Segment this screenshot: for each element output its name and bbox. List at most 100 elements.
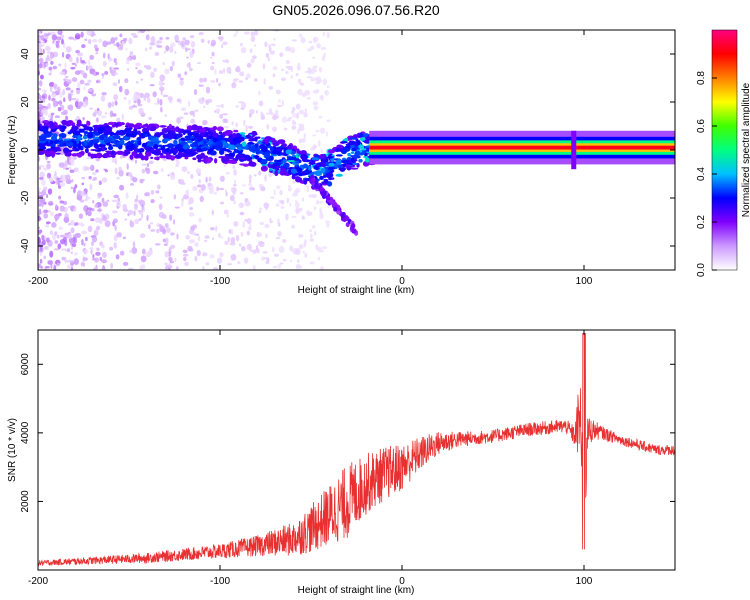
spectrogram-cell [174,257,177,263]
spectrogram-cell [182,37,186,41]
spectrogram-cell [87,79,92,84]
spectrogram-cell [210,227,215,231]
spectrogram-cell [233,78,239,81]
spectrogram-cell [98,38,103,43]
spectrogram-cell [141,168,146,174]
spectrogram-cell [183,112,189,115]
spectrogram-cell [264,41,268,48]
spectrogram-cell [129,154,134,160]
spectrogram-cell [214,144,221,148]
colorbar-tick-label: 0.0 [696,263,707,277]
spectrogram-cell [70,186,74,190]
y-tick-label: 6000 [20,353,31,376]
spectrogram-cell [315,200,320,205]
spectrogram-cell [107,145,114,151]
snr-series-line [38,333,675,567]
spectrogram-cell [164,138,171,142]
spectrogram-cell [45,151,50,156]
spectrogram-cell [71,97,77,101]
spectrogram-cell [70,251,73,255]
spectrogram-cell [38,215,41,222]
spectrogram-cell [197,98,203,103]
spectrogram-cell [201,127,206,133]
spectrogram-cell [80,70,85,76]
spectrogram-cell [38,176,44,180]
spectrogram-cell [39,258,43,264]
spectrogram-cell [310,77,316,82]
spectrogram-cell [87,210,92,217]
spectrogram-cell [119,33,123,38]
spectrogram-cell [164,251,170,258]
spectrogram-cell [184,135,191,140]
x-tick-label: 0 [399,576,405,587]
spectrogram-cell [116,130,120,133]
spectrogram-cell [299,123,305,127]
spectrogram-cell [51,34,58,41]
spectrogram-cell [254,155,259,160]
spectrogram-cell [159,196,163,199]
spectrogram-cell [112,113,117,117]
spectrogram-cell [237,261,241,265]
spectrogram-cell [70,246,74,250]
spectrogram-cell [294,160,300,164]
spectrogram-cell [78,130,85,133]
spectrogram-cell [130,32,137,36]
spectrogram-cell [218,131,223,135]
spectrogram-cell [274,170,279,177]
spectrogram-cell [48,177,54,183]
spectrogram-cell [233,33,237,37]
spectrogram-cell [319,175,324,181]
spectrogram-cell [122,236,126,239]
spectrogram-cell [196,184,202,188]
spectrogram-cell [84,38,88,41]
spectrogram-cell [180,40,185,48]
spectrogram-cell [179,79,184,86]
spectrogram-cell [238,101,244,104]
spectrogram-cell [116,176,120,180]
spectrogram-cell [215,225,218,232]
spectrogram-cell [216,78,219,83]
spectrogram-cell [211,61,215,65]
spectrogram-cell [96,247,100,251]
spectrogram-cell [221,44,224,49]
spectrogram-cell [59,181,66,187]
x-tick-label: 100 [576,276,593,287]
spectrogram-cell [226,66,232,74]
spectrogram-cell [57,144,66,147]
spectrogram-cell [275,146,282,152]
spectrogram-cell [231,133,237,138]
spectrogram-cell [321,246,328,250]
spectrogram-cell [223,164,227,167]
spectrogram-cell [248,183,253,187]
spectrogram-cell [139,152,143,159]
spectrogram-cell [119,155,123,160]
spectrogram-cell [150,189,155,195]
spectrogram-cell [207,182,212,187]
spectrogram-cell [198,31,204,36]
spectrogram-cell [39,252,43,257]
spectrogram-cell [134,159,138,164]
spectrogram-cell [146,163,150,168]
spectrogram-cell [93,44,98,49]
spectrogram-cell [229,242,236,246]
spectrogram-cell [118,85,123,93]
spectrogram-cell [300,37,306,44]
spectrogram-cell [48,94,51,101]
spectrogram-cell [153,151,162,156]
spectrogram-cell [189,35,195,39]
spectrogram-cell [167,174,170,177]
spectrogram-cell [46,57,53,61]
spectrogram-cell [73,186,76,194]
spectrogram-cell [192,157,197,161]
spectrogram-cell [46,163,51,170]
spectrogram-cell [49,140,54,145]
spectrogram-cell [364,157,371,163]
spectrogram-cell [245,134,252,139]
spectrogram-cell [38,232,41,235]
spectrogram-cell [139,30,146,34]
spectrogram-cell [191,232,197,236]
spectrogram-cell [255,110,258,114]
spectrogram-cell [222,41,228,46]
spectrogram-cell [216,126,224,132]
colorbar: 0.0 0.2 0.4 0.6 0.8 Normalized spectral ampl… [696,29,750,277]
